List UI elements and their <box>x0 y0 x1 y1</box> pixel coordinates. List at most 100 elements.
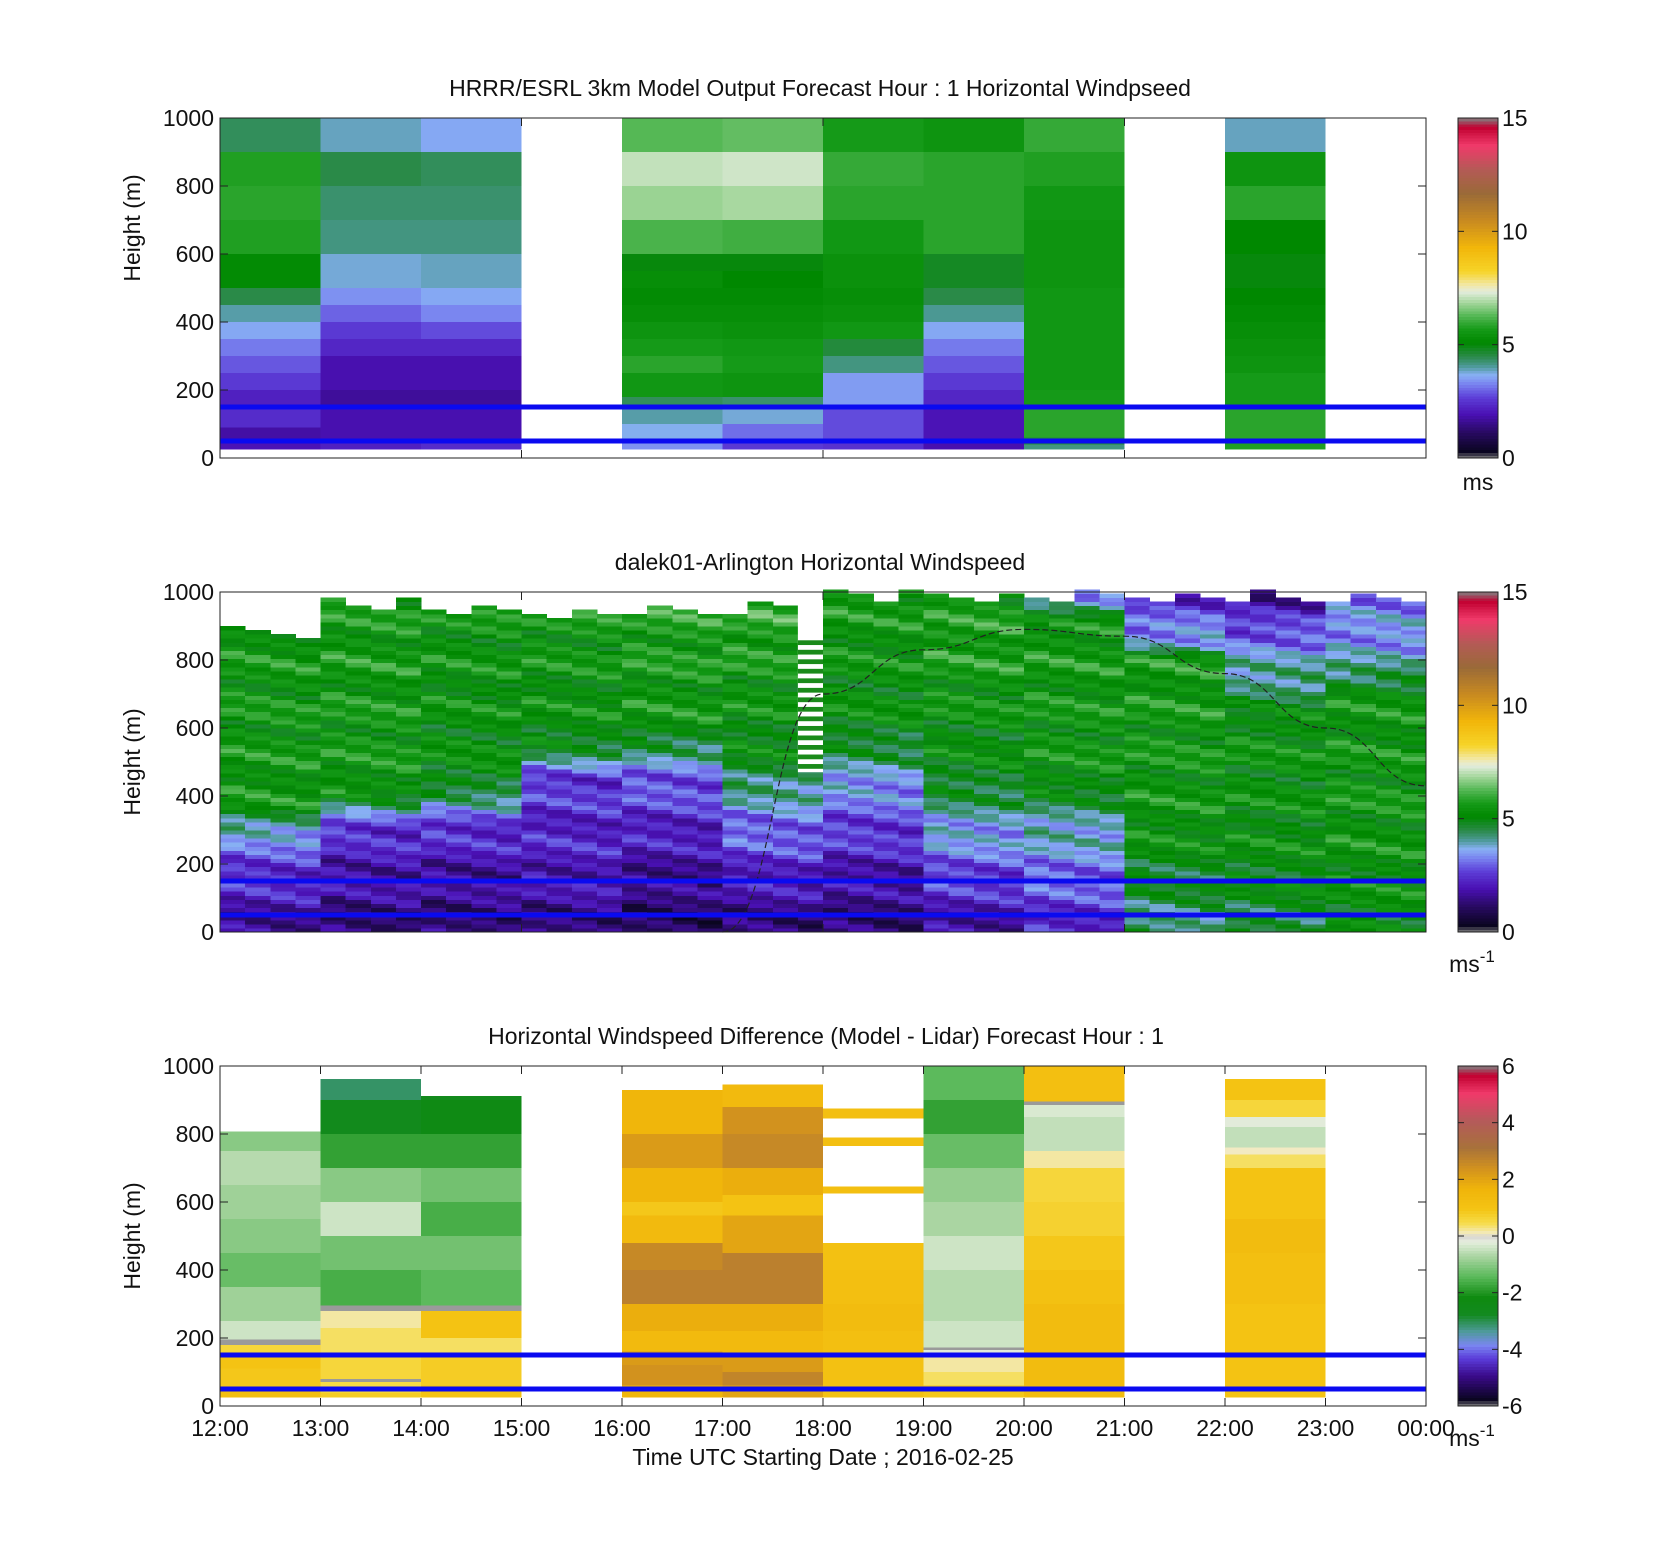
heatmap-cell <box>320 390 421 407</box>
heatmap-cell <box>446 838 472 843</box>
heatmap-cell <box>245 638 271 643</box>
heatmap-cell <box>395 768 422 774</box>
heatmap-cell <box>873 797 899 802</box>
heatmap-cell <box>722 1134 823 1168</box>
heatmap-cell <box>747 830 774 835</box>
colorbar-segment <box>1458 1083 1498 1087</box>
heatmap-cell <box>571 732 598 737</box>
heatmap-cell <box>245 748 271 753</box>
heatmap-cell <box>873 785 899 790</box>
heatmap-cell <box>471 715 497 721</box>
heatmap-cell <box>521 707 548 713</box>
heatmap-cell <box>747 666 774 672</box>
heatmap-cell <box>421 817 447 823</box>
heatmap-cell <box>1024 723 1050 729</box>
heatmap-cell <box>1225 915 1251 921</box>
colorbar-segment <box>1458 770 1498 774</box>
heatmap-cell <box>948 662 975 668</box>
heatmap-cell <box>823 593 849 598</box>
heatmap-cell <box>1325 711 1352 717</box>
heatmap-cell <box>596 891 623 896</box>
heatmap-cell <box>1400 870 1427 876</box>
heatmap-cell <box>697 907 723 913</box>
heatmap-cell <box>672 691 698 696</box>
heatmap-cell <box>1275 768 1301 774</box>
heatmap-cell <box>571 638 598 643</box>
heatmap-cell <box>747 756 774 762</box>
heatmap-cell <box>395 679 422 684</box>
heatmap-cell <box>220 899 246 904</box>
colorbar-segment <box>1458 1233 1498 1237</box>
heatmap-cell <box>1099 621 1125 627</box>
heatmap-cell <box>1024 695 1050 700</box>
heatmap-cell <box>496 744 522 749</box>
heatmap-cell <box>998 634 1025 639</box>
heatmap-cell <box>923 1202 1024 1236</box>
heatmap-cell <box>647 744 673 749</box>
heatmap-cell <box>345 719 372 725</box>
heatmap-cell <box>395 797 422 802</box>
heatmap-cell <box>722 339 823 356</box>
colorbar-frame <box>1457 117 1499 459</box>
heatmap-cell <box>1275 695 1301 700</box>
colorbar-segment <box>1458 847 1498 851</box>
heatmap-cell <box>722 797 749 802</box>
heatmap-cell <box>1024 883 1050 888</box>
heatmap-cell <box>722 1331 823 1355</box>
heatmap-cell <box>747 781 774 786</box>
y-tick-label: 200 <box>176 377 214 403</box>
heatmap-cell <box>1174 793 1201 798</box>
heatmap-cell <box>496 728 522 733</box>
heatmap-cell <box>823 768 849 774</box>
heatmap-cell <box>1049 679 1075 684</box>
heatmap-cell <box>295 776 321 782</box>
heatmap-cell <box>823 601 849 607</box>
heatmap-cell <box>596 707 623 713</box>
colorbar-tick-label: 10 <box>1502 218 1528 244</box>
heatmap-cell <box>747 687 774 692</box>
heatmap-cell <box>571 744 598 749</box>
heatmap-cell <box>521 711 548 717</box>
heatmap-cell <box>923 772 950 778</box>
heatmap-cell <box>1124 626 1151 631</box>
heatmap-cell <box>647 899 673 904</box>
heatmap-cell <box>345 781 372 786</box>
heatmap-cell <box>797 659 823 665</box>
heatmap-cell <box>1350 613 1377 619</box>
heatmap-cell <box>220 895 246 900</box>
heatmap-cell <box>320 1270 421 1306</box>
heatmap-cell <box>848 883 874 888</box>
heatmap-cell <box>772 919 799 925</box>
heatmap-cell <box>1099 711 1125 717</box>
heatmap-cell <box>647 756 673 762</box>
heatmap-cell <box>923 1355 1024 1372</box>
heatmap-cell <box>1149 617 1176 623</box>
heatmap-cell <box>345 683 372 688</box>
heatmap-cell <box>571 789 598 794</box>
heatmap-cell <box>973 674 1000 680</box>
heatmap-cell <box>1099 601 1125 607</box>
heatmap-cell <box>722 658 749 664</box>
heatmap-cell <box>1024 903 1050 909</box>
heatmap-cell <box>421 752 447 758</box>
colorbar-segment <box>1458 1241 1498 1246</box>
y-tick-label: 800 <box>176 647 214 673</box>
heatmap-cell <box>1375 887 1402 892</box>
heatmap-cell <box>1049 768 1075 774</box>
heatmap-cell <box>596 679 623 684</box>
colorbar-tick-label: 15 <box>1502 105 1528 131</box>
heatmap-cell <box>722 441 823 450</box>
heatmap-cell <box>1099 740 1125 745</box>
heatmap-cell <box>1225 793 1251 798</box>
heatmap-cell <box>1124 695 1151 700</box>
heatmap-cell <box>1325 838 1352 843</box>
heatmap-cell <box>1099 748 1125 753</box>
heatmap-cell <box>772 605 799 611</box>
heatmap-cell <box>923 736 950 741</box>
heatmap-cell <box>1049 719 1075 725</box>
heatmap-cell <box>848 825 874 831</box>
heatmap-cell <box>471 723 497 729</box>
heatmap-cell <box>421 1134 522 1168</box>
heatmap-cell <box>848 862 874 868</box>
colorbar-segment <box>1458 1091 1498 1095</box>
